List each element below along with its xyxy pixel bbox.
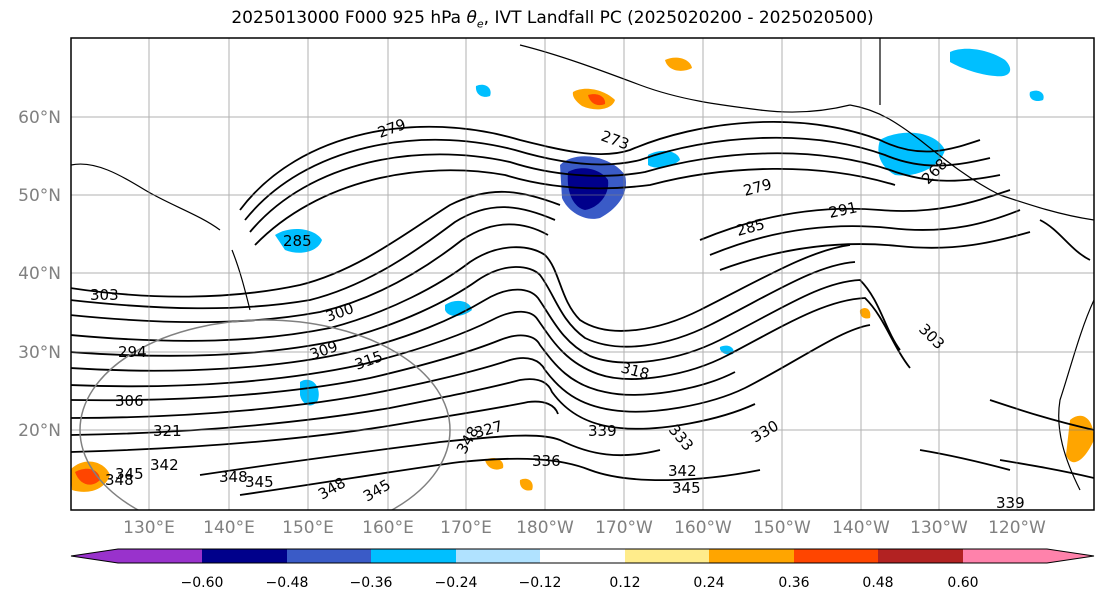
title-suffix: , IVT Landfall PC (2025020200 - 20250205… xyxy=(483,8,874,28)
colorbar-outline xyxy=(70,548,1095,564)
lat-label: 60°N xyxy=(18,108,61,128)
colorbar-tick: 0.12 xyxy=(609,575,640,591)
contour-label: 336 xyxy=(532,452,561,470)
colorbar-segment xyxy=(202,549,287,563)
grey-circle xyxy=(79,319,451,510)
colorbar-segment xyxy=(878,549,963,563)
contour-label: 306 xyxy=(115,392,144,410)
lon-label: 180°W xyxy=(516,518,574,538)
lat-label: 50°N xyxy=(18,186,61,206)
coastlines xyxy=(71,38,1094,491)
contour-label: 339 xyxy=(996,494,1025,512)
lat-label: 20°N xyxy=(18,421,61,441)
colorbar-segment xyxy=(371,549,456,563)
title-theta-sub: e xyxy=(476,17,484,31)
contour-label: 348 xyxy=(219,468,248,486)
contour-label: 345 xyxy=(245,473,274,491)
lon-label: 160°E xyxy=(362,518,414,538)
colorbar: −0.60 −0.48 −0.36 −0.24 −0.12 0.12 0.24 … xyxy=(70,548,1095,591)
lat-lon-grid xyxy=(71,38,1094,510)
longitude-labels: 130°E 140°E 150°E 160°E 170°E 180°W 170°… xyxy=(123,518,1046,538)
colorbar-tick: −0.12 xyxy=(519,575,562,591)
title-prefix: 2025013000 F000 925 hPa xyxy=(231,8,467,28)
lon-label: 120°W xyxy=(988,518,1046,538)
lon-label: 130°E xyxy=(123,518,175,538)
colorbar-segment xyxy=(625,549,709,563)
colorbar-tick: 0.48 xyxy=(862,575,893,591)
colorbar-tick: −0.48 xyxy=(266,575,309,591)
contour-label: 345 xyxy=(115,465,144,483)
colorbar-segment xyxy=(287,549,371,563)
contour-label: 345 xyxy=(672,479,701,497)
colorbar-segment xyxy=(794,549,878,563)
title-theta: θ xyxy=(466,8,477,28)
lon-label: 130°W xyxy=(910,518,968,538)
contour-label: 303 xyxy=(90,286,119,304)
map-panel: 279 273 279 285 291 268 285 300 309 294 … xyxy=(71,38,1094,512)
colorbar-tick: −0.60 xyxy=(181,575,224,591)
colorbar-segment xyxy=(540,549,625,563)
lat-label: 40°N xyxy=(18,264,61,284)
lat-label: 30°N xyxy=(18,343,61,363)
lon-label: 140°W xyxy=(832,518,890,538)
map-title: 2025013000 F000 925 hPa θe, IVT Landfall… xyxy=(0,8,1105,30)
colorbar-tick: 0.60 xyxy=(947,575,978,591)
colorbar-tick: 0.36 xyxy=(778,575,809,591)
map-frame xyxy=(70,37,1095,511)
theta-e-contours xyxy=(71,120,1094,496)
contour-label: 342 xyxy=(150,456,179,474)
lon-label: 140°E xyxy=(203,518,255,538)
colorbar-ticks: −0.60 −0.48 −0.36 −0.24 −0.12 0.12 0.24 … xyxy=(181,575,979,591)
contour-label: 285 xyxy=(283,232,312,250)
contour-label: 339 xyxy=(588,422,617,440)
colorbar-segment xyxy=(963,549,1094,563)
lon-label: 160°W xyxy=(674,518,732,538)
contour-label: 348 xyxy=(105,471,134,489)
colorbar-segment xyxy=(456,549,540,563)
colorbar-tick: −0.36 xyxy=(350,575,393,591)
colorbar-segment xyxy=(709,549,794,563)
colorbar-tick: −0.24 xyxy=(435,575,478,591)
lon-label: 170°E xyxy=(440,518,492,538)
contour-label: 342 xyxy=(668,462,697,480)
latitude-labels: 60°N 50°N 40°N 30°N 20°N xyxy=(18,108,61,441)
lon-label: 150°E xyxy=(282,518,334,538)
lon-label: 150°W xyxy=(753,518,811,538)
contour-label: 291 xyxy=(827,198,859,222)
lon-label: 170°W xyxy=(595,518,653,538)
colorbar-tick: 0.24 xyxy=(693,575,724,591)
contour-label: 321 xyxy=(153,422,182,440)
colorbar-segment xyxy=(71,549,202,563)
contour-label: 294 xyxy=(118,343,147,361)
